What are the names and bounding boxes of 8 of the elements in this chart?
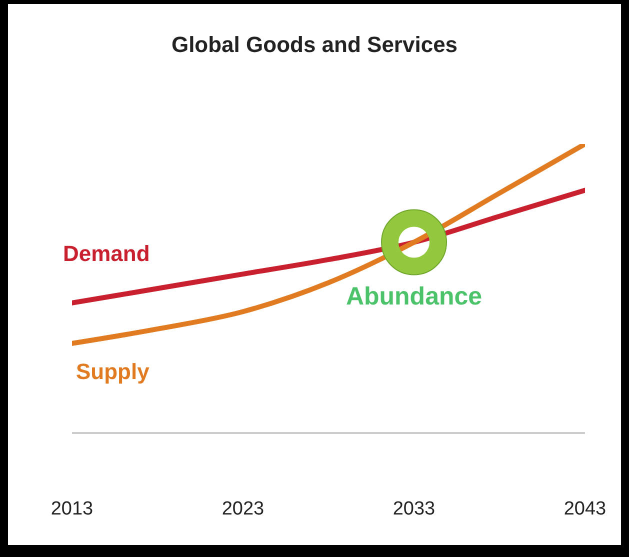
x-tick-label: 2033 (392, 498, 436, 520)
series-label: Supply (76, 359, 150, 385)
series-label: Demand (63, 241, 150, 267)
x-tick-label: 2013 (50, 498, 94, 520)
chart-title: Global Goods and Services (170, 32, 459, 58)
annotation: Abundance (346, 282, 482, 310)
x-tick-label: 2023 (222, 498, 264, 520)
x-tick-label: 2043 (564, 498, 606, 520)
